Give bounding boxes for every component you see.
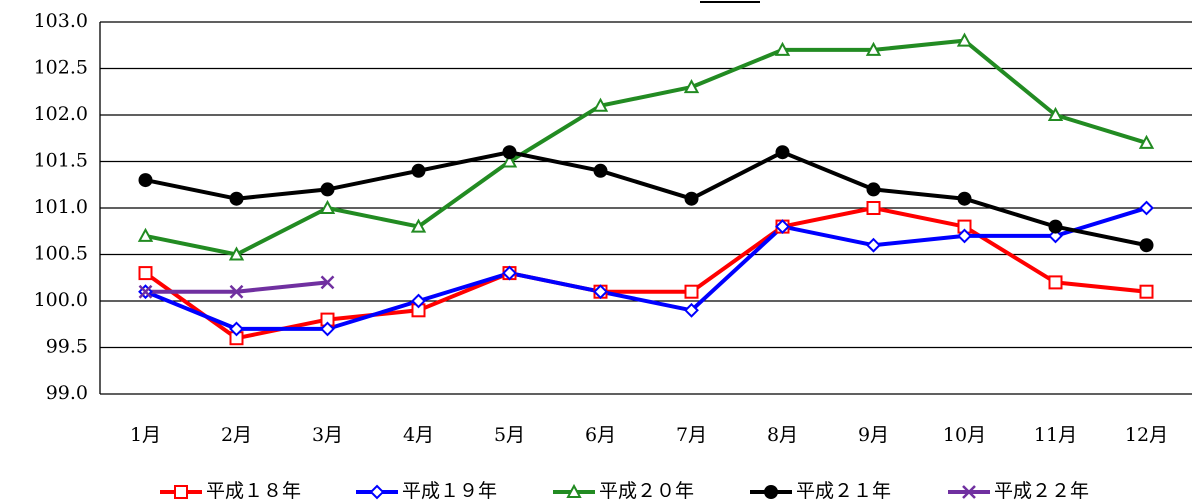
point-marker <box>502 265 517 281</box>
legend-label: 平成１９年 <box>402 480 497 502</box>
legend-marker <box>566 483 582 498</box>
point-marker <box>138 266 153 281</box>
x-tick-label: 3月 <box>312 424 343 446</box>
point-marker <box>1139 284 1154 299</box>
x-tick-label: 2月 <box>221 424 252 446</box>
x-tick-label: 11月 <box>1034 424 1077 446</box>
point-marker <box>956 32 973 47</box>
x-tick-label: 6月 <box>585 424 616 446</box>
point-marker <box>775 145 790 160</box>
point-marker <box>1138 134 1155 149</box>
point-marker <box>1048 219 1063 234</box>
y-tick-label: 102.5 <box>34 57 88 79</box>
y-tick-label: 102.0 <box>34 103 88 125</box>
x-tick-label: 8月 <box>767 424 798 446</box>
legend-marker <box>962 485 976 499</box>
point-marker <box>320 182 335 197</box>
point-marker <box>228 246 245 261</box>
point-marker <box>410 218 427 233</box>
point-marker <box>229 191 244 206</box>
point-marker <box>593 163 608 178</box>
x-tick-label: 5月 <box>494 424 525 446</box>
point-marker <box>592 97 609 112</box>
legend-label: 平成１８年 <box>206 480 301 502</box>
point-marker <box>593 284 608 300</box>
point-marker <box>320 275 335 290</box>
point-marker <box>1139 200 1154 216</box>
point-marker <box>684 302 699 318</box>
y-tick-label: 101.0 <box>34 196 88 218</box>
x-tick-label: 4月 <box>403 424 434 446</box>
point-marker <box>774 41 791 56</box>
series-line <box>144 206 1148 331</box>
point-marker <box>775 219 790 235</box>
point-marker <box>1139 238 1154 253</box>
legend-label: 平成２２年 <box>994 480 1089 502</box>
series-line <box>145 38 1148 257</box>
x-tick-label: 9月 <box>858 424 889 446</box>
y-tick-label: 99.5 <box>46 336 88 358</box>
legend-marker <box>174 485 188 499</box>
point-marker <box>138 284 153 299</box>
point-marker <box>1048 275 1063 290</box>
point-marker <box>957 191 972 206</box>
series-line <box>144 206 1147 341</box>
point-marker <box>866 182 881 197</box>
point-marker <box>138 173 153 188</box>
point-marker <box>229 284 244 299</box>
point-marker <box>501 153 518 168</box>
point-marker <box>684 284 699 299</box>
point-marker <box>684 191 699 206</box>
y-tick-label: 103.0 <box>34 10 88 32</box>
point-marker <box>320 321 335 337</box>
legend-label: 平成２１年 <box>796 480 891 502</box>
point-marker <box>1047 106 1064 121</box>
legend-marker <box>369 484 385 500</box>
point-marker <box>502 145 517 160</box>
legend-label: 平成２０年 <box>599 480 694 502</box>
point-marker <box>411 163 426 178</box>
point-marker <box>957 228 972 244</box>
x-tick-label: 12月 <box>1125 424 1168 446</box>
y-tick-label: 101.5 <box>34 150 88 172</box>
series-line <box>145 150 1147 248</box>
point-marker <box>866 201 881 215</box>
x-tick-label: 7月 <box>676 424 707 446</box>
point-marker <box>411 293 426 309</box>
y-tick-label: 100.5 <box>34 243 88 265</box>
point-marker <box>866 237 881 253</box>
point-marker <box>865 41 882 56</box>
x-tick-label: 1月 <box>130 424 161 446</box>
x-tick-label: 10月 <box>943 424 986 446</box>
point-marker <box>683 79 700 94</box>
legend-marker <box>764 485 778 499</box>
point-marker <box>319 199 336 214</box>
y-tick-label: 99.0 <box>46 382 88 404</box>
point-marker <box>229 321 244 337</box>
y-tick-label: 100.0 <box>34 289 88 311</box>
point-marker <box>137 227 154 242</box>
